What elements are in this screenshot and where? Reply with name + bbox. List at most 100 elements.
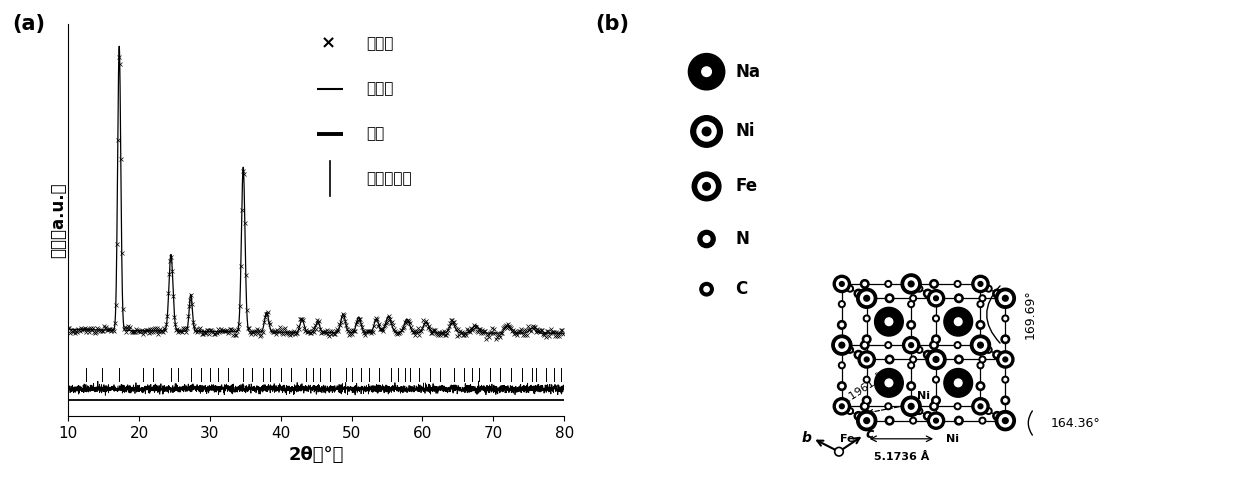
Circle shape xyxy=(935,378,937,381)
Circle shape xyxy=(863,376,870,383)
Circle shape xyxy=(934,296,939,301)
Circle shape xyxy=(1003,357,1008,362)
Circle shape xyxy=(832,335,852,355)
Text: Fe: Fe xyxy=(841,434,854,444)
Text: (a): (a) xyxy=(12,14,46,34)
Text: c: c xyxy=(866,426,874,441)
Circle shape xyxy=(888,296,892,300)
Circle shape xyxy=(911,419,914,422)
Circle shape xyxy=(841,364,843,367)
Circle shape xyxy=(999,292,1012,304)
Circle shape xyxy=(861,414,873,427)
Circle shape xyxy=(932,343,936,347)
Circle shape xyxy=(841,384,843,388)
Text: 5.1736 Å: 5.1736 Å xyxy=(874,452,929,462)
Circle shape xyxy=(908,301,915,307)
Circle shape xyxy=(980,417,986,424)
Circle shape xyxy=(833,275,851,293)
Circle shape xyxy=(918,410,920,413)
Circle shape xyxy=(926,353,930,357)
Circle shape xyxy=(837,382,846,391)
Circle shape xyxy=(862,396,870,405)
Circle shape xyxy=(976,382,985,391)
Text: 实验值: 实验值 xyxy=(366,36,393,51)
Circle shape xyxy=(916,408,923,414)
Circle shape xyxy=(978,384,982,388)
X-axis label: 2θ（°）: 2θ（°） xyxy=(289,446,343,464)
Y-axis label: 强度（a.u.）: 强度（a.u.） xyxy=(48,182,67,258)
Circle shape xyxy=(908,281,914,287)
Circle shape xyxy=(957,358,961,361)
Circle shape xyxy=(861,402,869,411)
Circle shape xyxy=(955,403,961,410)
Circle shape xyxy=(971,335,991,355)
Circle shape xyxy=(906,321,915,329)
Circle shape xyxy=(972,275,990,293)
Circle shape xyxy=(857,411,877,431)
Circle shape xyxy=(908,403,914,409)
Circle shape xyxy=(692,172,720,201)
Circle shape xyxy=(955,318,962,326)
Circle shape xyxy=(703,183,711,190)
Circle shape xyxy=(885,403,892,410)
Circle shape xyxy=(976,321,985,329)
Circle shape xyxy=(863,404,867,408)
Circle shape xyxy=(863,343,867,347)
Circle shape xyxy=(980,295,986,302)
Circle shape xyxy=(874,369,903,397)
Circle shape xyxy=(918,348,920,351)
Circle shape xyxy=(977,362,983,369)
Circle shape xyxy=(861,280,869,288)
Circle shape xyxy=(980,303,982,305)
Circle shape xyxy=(910,303,913,305)
Circle shape xyxy=(888,419,892,423)
Text: 布拉格位置: 布拉格位置 xyxy=(366,171,412,186)
Circle shape xyxy=(837,321,846,329)
Circle shape xyxy=(857,414,861,418)
Circle shape xyxy=(928,412,945,429)
Circle shape xyxy=(885,416,894,425)
Circle shape xyxy=(955,342,961,348)
Circle shape xyxy=(924,412,932,420)
Circle shape xyxy=(691,116,723,147)
Circle shape xyxy=(916,347,923,353)
Circle shape xyxy=(866,378,868,381)
Circle shape xyxy=(887,344,889,347)
Circle shape xyxy=(848,287,852,290)
Circle shape xyxy=(854,350,863,359)
Circle shape xyxy=(981,297,983,300)
Circle shape xyxy=(911,297,914,300)
Circle shape xyxy=(702,127,711,136)
Circle shape xyxy=(932,282,936,286)
Circle shape xyxy=(931,293,941,304)
Circle shape xyxy=(997,351,1014,368)
Circle shape xyxy=(698,230,715,248)
Circle shape xyxy=(836,339,848,351)
Circle shape xyxy=(862,354,872,365)
Circle shape xyxy=(924,289,932,298)
Circle shape xyxy=(931,415,941,426)
Circle shape xyxy=(932,376,940,383)
Circle shape xyxy=(926,414,930,418)
Circle shape xyxy=(944,307,972,336)
Circle shape xyxy=(858,351,875,368)
Circle shape xyxy=(993,412,1002,420)
Circle shape xyxy=(905,400,918,413)
Circle shape xyxy=(901,396,921,416)
Circle shape xyxy=(956,344,959,347)
Circle shape xyxy=(957,296,961,300)
Circle shape xyxy=(848,410,852,413)
Circle shape xyxy=(909,323,913,326)
Circle shape xyxy=(864,295,869,301)
Circle shape xyxy=(905,278,918,290)
Circle shape xyxy=(857,292,861,295)
Text: Ni: Ni xyxy=(946,434,959,444)
Circle shape xyxy=(909,343,914,348)
Circle shape xyxy=(934,418,939,423)
Circle shape xyxy=(910,356,916,363)
Text: N: N xyxy=(735,230,749,248)
Circle shape xyxy=(956,405,959,408)
Circle shape xyxy=(981,358,983,361)
Circle shape xyxy=(944,369,972,397)
Circle shape xyxy=(908,362,915,369)
